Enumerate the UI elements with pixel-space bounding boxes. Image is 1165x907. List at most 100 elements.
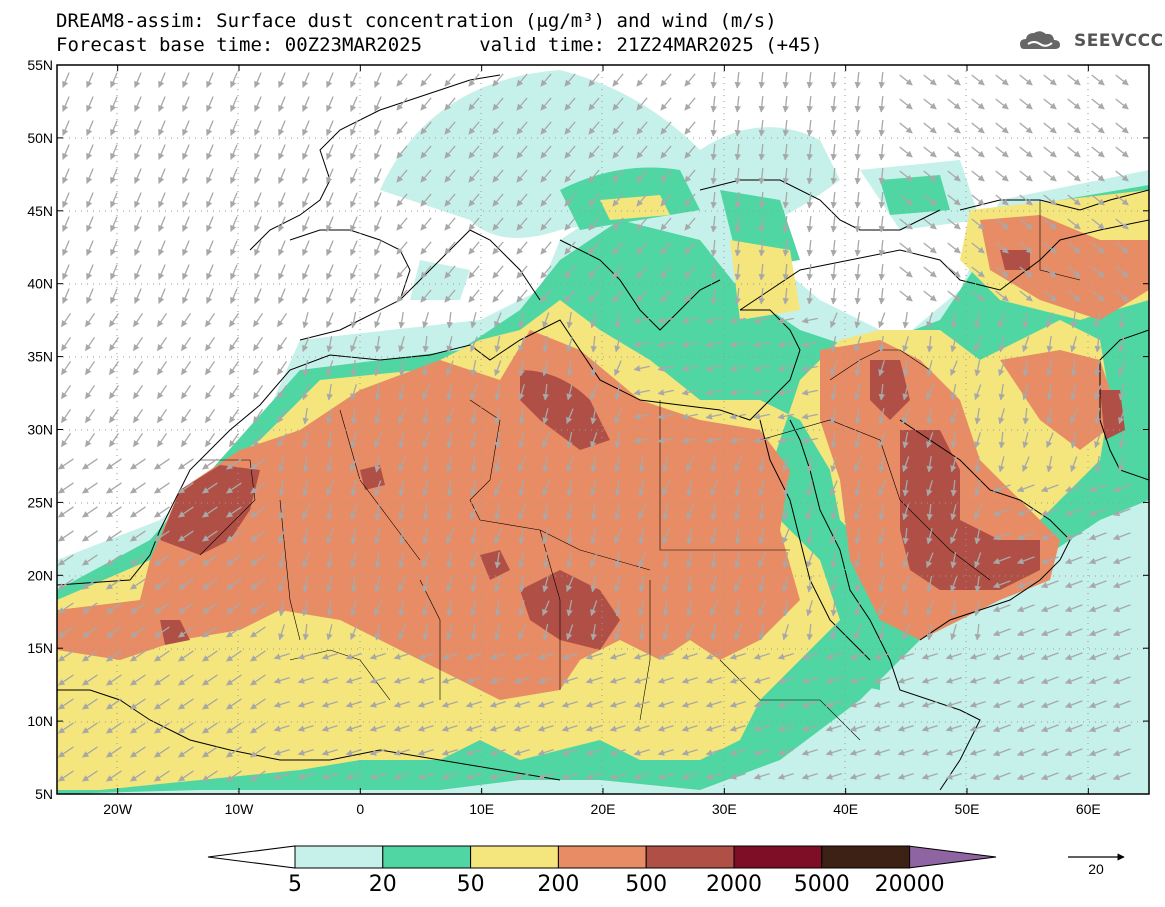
wind-arrow: [734, 71, 742, 89]
wind-arrow: [1091, 98, 1105, 110]
wind-arrow: [106, 482, 122, 494]
wind-arrow: [777, 341, 794, 348]
wind-arrow: [926, 455, 933, 473]
wind-arrow: [398, 479, 405, 497]
wind-arrow: [130, 482, 146, 494]
wind-arrow: [926, 480, 933, 497]
wind-arrow: [926, 503, 934, 521]
wind-arrow: [1115, 98, 1129, 110]
wind-arrow: [396, 169, 408, 183]
wind-arrow: [710, 191, 718, 209]
wind-arrow: [806, 119, 814, 137]
wind-arrow: [564, 193, 576, 207]
wind-arrow: [206, 288, 214, 304]
wind-arrow: [710, 480, 718, 497]
wind-arrow: [398, 384, 405, 401]
wind-arrow: [806, 528, 813, 545]
wind-arrow: [998, 408, 1005, 425]
wind-arrow: [374, 360, 381, 377]
wind-arrow: [782, 263, 790, 281]
wind-arrow: [542, 408, 549, 425]
wind-arrow: [753, 413, 770, 420]
wind-arrow: [540, 289, 552, 303]
wind-arrow: [614, 408, 622, 425]
wind-arrow: [734, 167, 742, 185]
wind-arrow: [446, 360, 454, 376]
wind-arrow: [1115, 194, 1129, 206]
wind-arrow: [830, 143, 838, 161]
wind-arrow: [58, 578, 74, 590]
wind-arrow: [226, 458, 242, 470]
wind-arrow: [899, 266, 913, 278]
wind-arrow: [302, 240, 310, 256]
wind-arrow: [947, 170, 961, 182]
wind-arrow: [62, 264, 70, 280]
wind-arrow: [350, 96, 358, 112]
wind-arrow: [396, 289, 408, 303]
wind-arrow: [542, 551, 550, 569]
forecast-time-line: Forecast base time: 00Z23MAR2025 valid t…: [56, 34, 823, 56]
wind-arrow: [801, 437, 818, 444]
wind-arrow: [1019, 242, 1033, 254]
wind-arrow: [686, 456, 694, 472]
wind-arrow: [226, 578, 242, 590]
wind-arrow: [444, 265, 456, 279]
wind-arrow: [206, 72, 214, 88]
wind-arrow: [636, 97, 648, 111]
wind-arrow: [588, 217, 600, 231]
wind-arrow: [801, 389, 818, 396]
wind-arrow: [422, 528, 429, 545]
wind-arrow: [636, 169, 648, 183]
wind-arrow: [468, 265, 480, 279]
wind-arrow: [468, 289, 480, 303]
wind-arrow: [614, 552, 621, 569]
wind-arrow: [250, 506, 266, 518]
wind-arrow: [705, 365, 722, 372]
wind-arrow: [302, 455, 310, 473]
wind-arrow: [350, 72, 358, 88]
wind-arrow: [178, 554, 194, 566]
wind-arrow: [252, 433, 264, 448]
wind-arrow: [1118, 360, 1126, 376]
wind-arrow: [516, 121, 528, 135]
wind-arrow: [681, 341, 698, 348]
wind-arrow: [681, 365, 698, 372]
wind-arrow: [636, 217, 648, 231]
wind-arrow: [1040, 556, 1059, 565]
wind-arrow: [276, 433, 288, 448]
wind-arrow: [110, 216, 118, 232]
wind-arrow: [753, 437, 770, 444]
wind-arrow: [1067, 194, 1081, 206]
wind-arrow: [729, 365, 746, 372]
wind-arrow: [110, 144, 118, 160]
wind-arrow: [252, 361, 264, 376]
wind-arrow: [202, 482, 218, 494]
colorbar-swatch: [557, 845, 647, 869]
wind-arrow: [60, 409, 72, 424]
lat-label: 30N: [27, 422, 53, 438]
wind-arrow: [947, 146, 961, 158]
wind-arrow: [204, 385, 216, 400]
wind-arrow: [230, 96, 238, 112]
wind-arrow: [782, 215, 790, 233]
wind-arrow: [230, 264, 238, 280]
wind-arrow: [326, 288, 334, 304]
wind-arrow: [588, 169, 600, 183]
wind-arrow: [132, 385, 144, 400]
wind-arrow: [902, 408, 910, 424]
wind-arrow: [468, 97, 480, 111]
wind-arrow: [470, 384, 478, 401]
wind-arrow: [326, 336, 333, 353]
wind-arrow: [1094, 455, 1101, 473]
wind-arrow: [902, 432, 909, 449]
wind-arrow: [86, 72, 94, 88]
wind-arrow: [878, 456, 885, 473]
wind-arrow: [420, 145, 432, 159]
wind-arrow: [228, 409, 240, 424]
wind-arrow: [326, 504, 333, 521]
wind-arrow: [734, 504, 741, 521]
wind-arrow: [734, 527, 742, 545]
wind-arrow: [326, 383, 333, 401]
wind-arrow: [1064, 508, 1083, 517]
wind-arrow: [540, 217, 552, 231]
